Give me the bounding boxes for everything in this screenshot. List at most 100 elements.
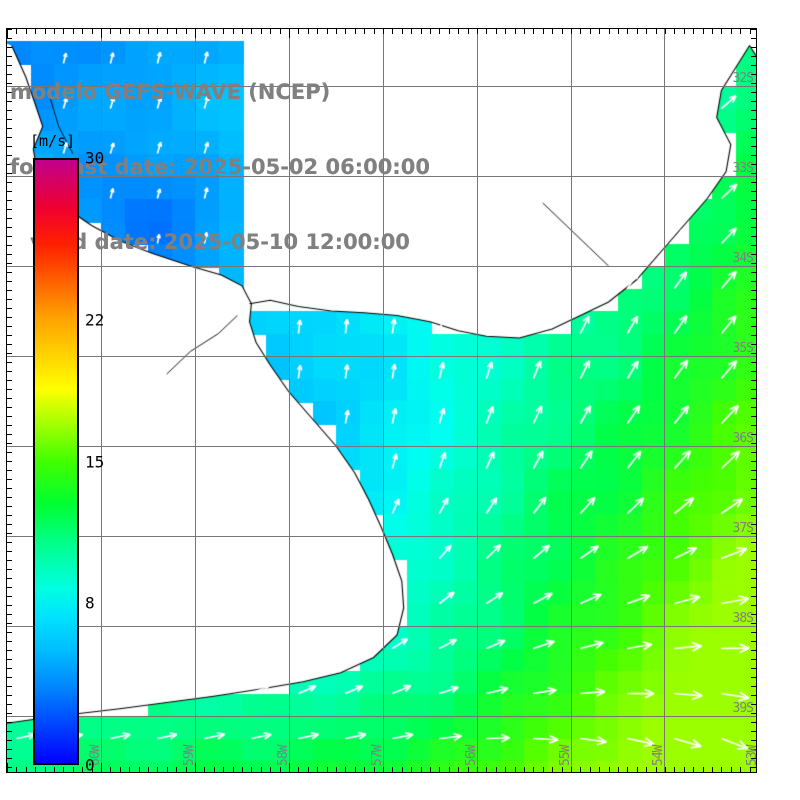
axis-minor-tick (751, 434, 756, 435)
axis-minor-tick (7, 164, 12, 165)
axis-minor-tick (693, 29, 694, 34)
latitude-tick-label: 39S (732, 701, 755, 716)
axis-minor-tick (665, 767, 666, 772)
axis-minor-tick (505, 767, 506, 772)
axis-minor-tick (430, 29, 431, 34)
axis-minor-tick (7, 470, 12, 471)
axis-minor-tick (751, 605, 756, 606)
axis-minor-tick (580, 29, 581, 34)
longitude-tick-label: 57W (370, 745, 385, 766)
axis-minor-tick (308, 29, 309, 34)
axis-minor-tick (496, 767, 497, 772)
axis-minor-tick (7, 659, 12, 660)
axis-minor-tick (7, 497, 12, 498)
axis-minor-tick (751, 497, 756, 498)
axis-minor-tick (195, 29, 196, 38)
axis-minor-tick (712, 29, 713, 34)
axis-minor-tick (289, 29, 290, 38)
axis-minor-tick (364, 29, 365, 34)
axis-minor-tick (751, 128, 756, 129)
axis-minor-tick (751, 380, 756, 381)
axis-minor-tick (750, 29, 751, 34)
axis-minor-tick (7, 686, 12, 687)
axis-minor-tick (533, 29, 534, 34)
gridline-latitude (7, 266, 756, 267)
title-model: modelo GEFS-WAVE (NCEP) (10, 80, 331, 104)
axis-minor-tick (7, 722, 12, 723)
axis-minor-tick (751, 92, 756, 93)
axis-minor-tick (7, 155, 12, 156)
axis-minor-tick (233, 767, 234, 772)
axis-minor-tick (7, 749, 12, 750)
axis-minor-tick (7, 308, 12, 309)
axis-minor-tick (63, 29, 64, 34)
colorbar-tick-22: 22 (85, 310, 105, 330)
axis-minor-tick (751, 335, 756, 336)
latitude-tick-label: 36S (732, 431, 755, 446)
axis-minor-tick (7, 245, 12, 246)
axis-minor-tick (7, 173, 12, 174)
gridline-latitude (7, 626, 756, 627)
map-plot-area[interactable]: 61W 60W 59W 58W 57W 56W 55W 54W 53W 32S 33S 34S 35S 3… (6, 28, 757, 773)
axis-labels: 61W 60W 59W 58W 57W 56W 55W 54W 53W 32S 33S 34S 35S 3… (7, 29, 756, 772)
axis-minor-tick (7, 137, 12, 138)
axis-minor-tick (477, 767, 478, 772)
axis-minor-tick (7, 533, 12, 534)
axis-minor-tick (751, 290, 756, 291)
gridline-longitude (101, 29, 102, 772)
axis-minor-tick (7, 479, 12, 480)
colorbar[interactable] (33, 158, 79, 765)
axis-minor-tick (7, 767, 12, 768)
axis-minor-tick (63, 767, 64, 772)
axis-minor-tick (7, 758, 12, 759)
axis-minor-tick (751, 632, 756, 633)
axis-minor-tick (383, 29, 384, 34)
axis-minor-tick (552, 767, 553, 772)
axis-minor-tick (110, 767, 111, 772)
axis-minor-tick (336, 767, 337, 772)
axis-minor-tick (515, 767, 516, 772)
axis-minor-tick (270, 29, 271, 34)
axis-minor-tick (7, 578, 12, 579)
axis-minor-tick (280, 767, 281, 772)
axis-minor-tick (73, 29, 74, 34)
axis-minor-tick (270, 767, 271, 772)
axis-minor-tick (129, 767, 130, 772)
axis-minor-tick (751, 416, 756, 417)
latitude-tick-label: 38S (732, 611, 755, 626)
axis-minor-tick (139, 767, 140, 772)
axis-minor-tick (7, 326, 12, 327)
axis-minor-tick (751, 704, 756, 705)
longitude-tick-label: 53W (745, 745, 757, 766)
axis-minor-tick (7, 461, 12, 462)
axis-minor-tick (167, 767, 168, 772)
gridline-longitude (383, 29, 384, 772)
axis-minor-tick (751, 83, 756, 84)
axis-minor-tick (468, 29, 469, 34)
axis-minor-tick (751, 110, 756, 111)
axis-minor-tick (92, 767, 93, 772)
axis-minor-tick (7, 542, 12, 543)
axis-minor-tick (261, 767, 262, 772)
axis-minor-tick (646, 29, 647, 34)
axis-minor-tick (26, 767, 27, 772)
axis-minor-tick (317, 767, 318, 772)
axis-minor-tick (7, 650, 12, 651)
axis-minor-tick (7, 200, 12, 201)
axis-minor-tick (336, 29, 337, 34)
axis-minor-tick (751, 173, 756, 174)
axis-minor-tick (374, 29, 375, 34)
axis-minor-tick (7, 398, 12, 399)
axis-minor-tick (7, 227, 12, 228)
axis-minor-tick (223, 767, 224, 772)
axis-minor-tick (327, 29, 328, 34)
axis-minor-tick (751, 569, 756, 570)
axis-minor-tick (7, 488, 12, 489)
axis-minor-tick (693, 767, 694, 772)
axis-minor-tick (7, 362, 12, 363)
axis-minor-tick (740, 767, 741, 772)
colorbar-tick-15: 15 (85, 452, 105, 471)
axis-minor-tick (92, 29, 93, 34)
axis-minor-tick (751, 29, 756, 30)
axis-minor-tick (7, 29, 12, 30)
